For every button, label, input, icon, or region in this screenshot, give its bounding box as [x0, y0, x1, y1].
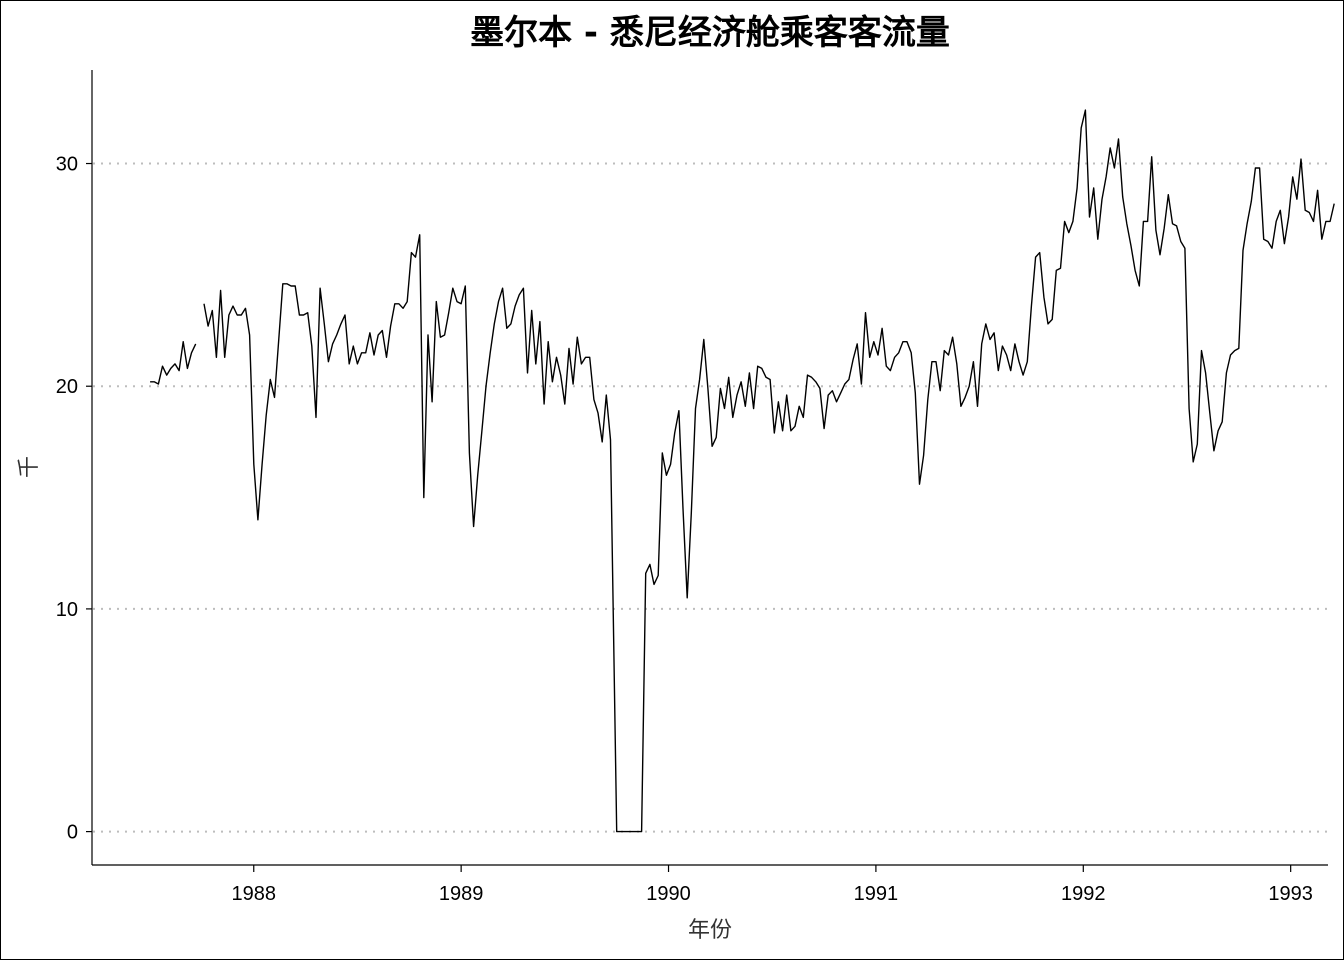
y-tick-label: 30	[56, 154, 78, 176]
y-tick-label: 20	[56, 376, 78, 398]
x-axis-ticks: 1988 1989 1990 1991 1992 1993	[232, 865, 1313, 905]
x-tick-label: 1993	[1268, 883, 1313, 905]
x-tick-label: 1990	[646, 883, 691, 905]
y-tick-label: 10	[56, 599, 78, 621]
series-line-segment	[150, 341, 197, 385]
series-line-segment	[203, 109, 1335, 833]
y-tick-label: 0	[67, 822, 78, 844]
x-tick-label: 1989	[439, 883, 484, 905]
x-axis-title: 年份	[688, 918, 732, 943]
series-line	[150, 109, 1335, 833]
y-axis-title: 千	[17, 456, 42, 478]
gridlines	[93, 162, 1328, 833]
y-axis-ticks: 0 10 20 30	[56, 154, 92, 844]
x-tick-label: 1988	[232, 883, 277, 905]
x-tick-label: 1992	[1061, 883, 1106, 905]
chart-title: 墨尔本 - 悉尼经济舱乘客客流量	[470, 13, 950, 53]
x-tick-label: 1991	[854, 883, 899, 905]
